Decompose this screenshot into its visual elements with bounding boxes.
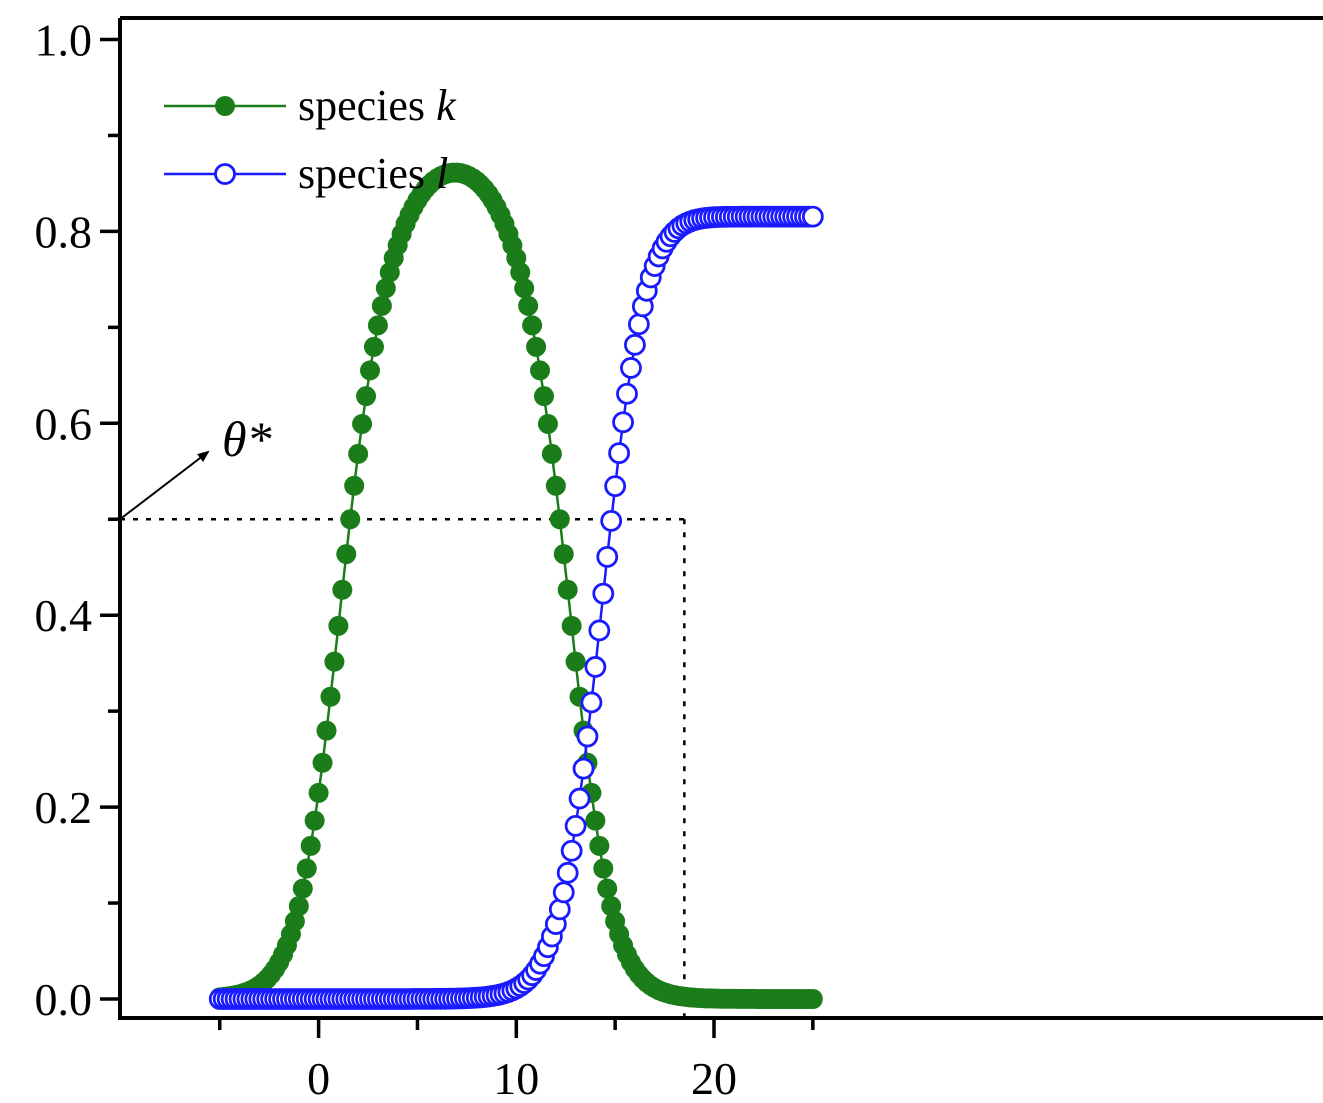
data-point bbox=[576, 725, 599, 748]
data-point bbox=[608, 442, 631, 465]
series-species-k bbox=[209, 162, 823, 1009]
data-point bbox=[367, 315, 388, 336]
data-point bbox=[556, 861, 579, 884]
reference-lines bbox=[120, 518, 686, 1018]
data-point bbox=[348, 443, 369, 464]
data-point bbox=[292, 878, 313, 899]
data-point bbox=[312, 752, 333, 773]
data-point bbox=[375, 278, 396, 299]
legend-marker bbox=[215, 96, 235, 116]
series-species-l bbox=[208, 205, 824, 1010]
data-point bbox=[580, 691, 603, 714]
x-tick-label: 20 bbox=[691, 1053, 737, 1103]
data-point bbox=[526, 336, 547, 357]
data-point bbox=[308, 782, 329, 803]
data-point bbox=[300, 835, 321, 856]
data-point bbox=[597, 878, 618, 899]
data-point bbox=[557, 579, 578, 600]
data-point bbox=[533, 386, 554, 407]
data-point bbox=[328, 615, 349, 636]
data-point bbox=[549, 509, 570, 530]
annotation-label: θ* bbox=[222, 411, 272, 467]
data-point bbox=[514, 278, 535, 299]
data-point bbox=[565, 651, 586, 672]
data-point bbox=[802, 989, 823, 1009]
data-point bbox=[537, 413, 558, 434]
data-point bbox=[304, 810, 325, 831]
data-point bbox=[600, 509, 623, 532]
data-point bbox=[572, 757, 595, 780]
data-point bbox=[320, 686, 341, 707]
data-point bbox=[588, 619, 611, 642]
data-point bbox=[316, 720, 337, 741]
data-point bbox=[616, 382, 638, 405]
data-point bbox=[589, 835, 610, 856]
data-point bbox=[360, 360, 381, 381]
legend-marker bbox=[214, 163, 236, 185]
data-point bbox=[620, 357, 642, 379]
data-point bbox=[284, 911, 305, 932]
y-tick-label: 0.6 bbox=[35, 398, 93, 449]
data-point bbox=[604, 475, 627, 498]
annotation-arrow bbox=[119, 450, 210, 521]
x-tick-label: 0 bbox=[307, 1053, 330, 1103]
series-layer bbox=[208, 162, 824, 1010]
data-point bbox=[553, 544, 574, 565]
data-point bbox=[601, 896, 622, 917]
legend: species k species l bbox=[164, 81, 457, 198]
data-point bbox=[288, 896, 309, 917]
data-point bbox=[356, 386, 377, 407]
y-tick-label: 0.2 bbox=[35, 782, 93, 833]
data-point bbox=[340, 509, 361, 530]
data-point bbox=[530, 360, 551, 381]
data-point bbox=[324, 651, 345, 672]
y-tick-label: 1.0 bbox=[35, 15, 93, 66]
data-point bbox=[296, 858, 317, 879]
legend-item: species k bbox=[164, 81, 457, 130]
data-point bbox=[561, 615, 582, 636]
data-point bbox=[363, 336, 384, 357]
data-point bbox=[371, 295, 392, 316]
y-tick-label: 0.4 bbox=[35, 590, 93, 641]
data-point bbox=[627, 313, 650, 336]
data-point bbox=[568, 787, 591, 810]
data-point bbox=[352, 413, 373, 434]
data-point bbox=[585, 810, 606, 831]
x-tick-label: 10 bbox=[493, 1053, 539, 1103]
data-point bbox=[593, 858, 614, 879]
data-point bbox=[592, 582, 615, 605]
data-point bbox=[545, 475, 566, 496]
data-point bbox=[560, 839, 583, 862]
data-point bbox=[552, 881, 575, 904]
data-point bbox=[564, 815, 587, 837]
data-point bbox=[541, 443, 562, 464]
data-point bbox=[584, 656, 607, 678]
data-point bbox=[612, 411, 634, 434]
annotation: θ* bbox=[119, 411, 272, 521]
data-point bbox=[332, 579, 353, 600]
data-point bbox=[510, 262, 531, 283]
data-point bbox=[596, 545, 619, 568]
y-tick-label: 0.8 bbox=[35, 206, 93, 257]
data-point bbox=[801, 205, 824, 228]
legend-label: species k bbox=[298, 81, 457, 130]
data-point bbox=[336, 544, 357, 565]
data-point bbox=[344, 475, 365, 496]
y-tick-label: 0.0 bbox=[35, 974, 93, 1025]
legend-item: species l bbox=[164, 149, 448, 198]
legend-label: species l bbox=[298, 149, 448, 198]
data-point bbox=[522, 315, 543, 336]
data-point bbox=[624, 333, 646, 356]
data-point bbox=[518, 295, 539, 316]
